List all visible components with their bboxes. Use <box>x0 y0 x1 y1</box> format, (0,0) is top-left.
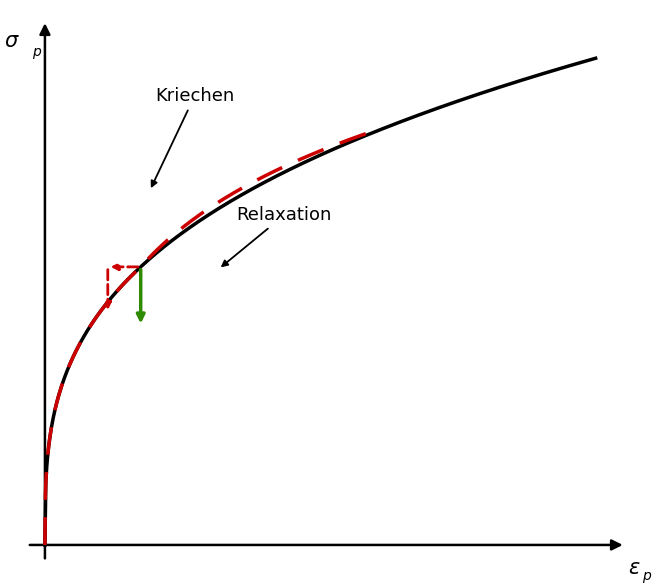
Text: Relaxation: Relaxation <box>222 206 332 266</box>
Text: σ: σ <box>5 31 18 51</box>
Text: ε: ε <box>629 559 640 579</box>
Text: p: p <box>642 569 650 583</box>
Text: Kriechen: Kriechen <box>151 87 234 186</box>
Text: p: p <box>31 45 41 59</box>
